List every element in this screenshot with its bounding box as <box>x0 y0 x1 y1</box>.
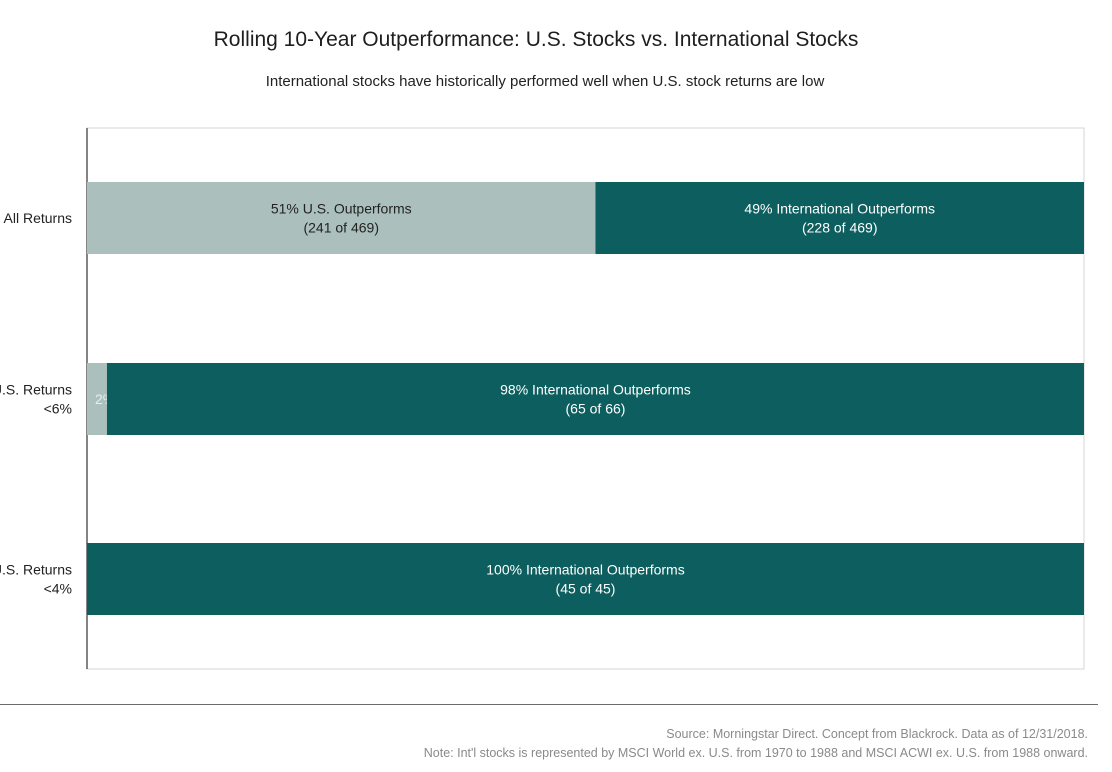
bar-segment <box>87 363 107 435</box>
bar-segment <box>106 363 1084 435</box>
stacked-bar-chart: All Returns 51% U.S. Outperforms (241 of 4… <box>0 127 1085 670</box>
bar-segment <box>87 543 1084 615</box>
bar-segment <box>87 182 596 254</box>
category-label: All Returns <box>4 210 72 226</box>
data-label: 49% International Outperforms <box>744 201 935 217</box>
data-label: (241 of 469) <box>303 220 379 236</box>
footer-note: Note: Int'l stocks is represented by MSC… <box>423 746 1088 760</box>
bar-segment <box>595 182 1084 254</box>
category-label: <6% <box>44 401 72 417</box>
footer-divider <box>0 704 1098 705</box>
data-label: 98% International Outperforms <box>500 382 691 398</box>
chart-title: Rolling 10-Year Outperformance: U.S. Sto… <box>213 28 859 51</box>
category-label: U.S. Returns <box>0 562 72 578</box>
data-label: (228 of 469) <box>802 220 878 236</box>
category-label: <4% <box>44 581 72 597</box>
data-label: 100% International Outperforms <box>486 562 684 578</box>
data-label: (65 of 66) <box>566 401 626 417</box>
category-label: U.S. Returns <box>0 382 72 398</box>
chart-subtitle: International stocks have historically p… <box>265 73 825 90</box>
data-label: (45 of 45) <box>556 581 616 597</box>
footer-source: Source: Morningstar Direct. Concept from… <box>666 727 1088 741</box>
data-label: 51% U.S. Outperforms <box>271 201 412 217</box>
